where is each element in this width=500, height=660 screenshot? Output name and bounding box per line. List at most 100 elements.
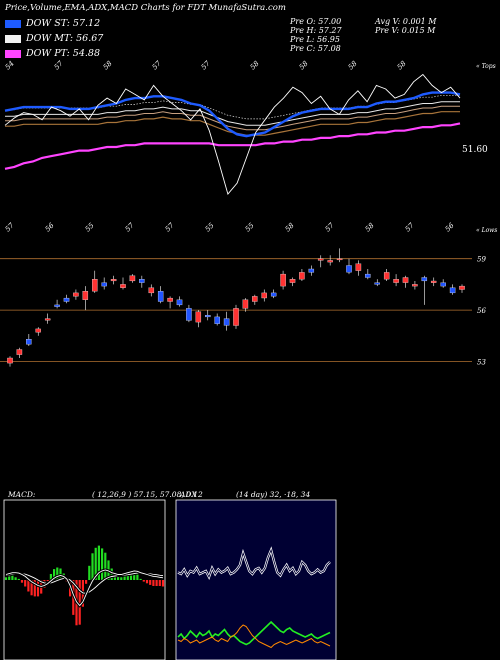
price-line	[4, 73, 461, 196]
stat-pre-low: Pre L: 56.95	[290, 35, 340, 44]
top-label: 58	[249, 59, 261, 71]
adx-params: (14 day) 32, ·18, 34	[236, 490, 311, 499]
adx-label: ADX	[180, 490, 197, 499]
candle-body	[336, 258, 343, 261]
bottom-label: 55	[204, 221, 216, 233]
candle-body	[214, 316, 220, 324]
candle-body	[148, 287, 155, 294]
legend-swatch-pt	[5, 49, 21, 58]
legend-swatch-st	[5, 19, 21, 28]
legend-label-mt: DOW MT: 56.67	[26, 33, 104, 44]
candle-body	[355, 263, 362, 271]
candle-body	[139, 279, 145, 283]
candle-body	[26, 339, 32, 345]
macd-label: MACD:	[8, 490, 36, 499]
di-minus-line	[177, 624, 331, 649]
candle-body	[101, 282, 107, 287]
bottom-label: 57	[404, 221, 416, 233]
candle-body	[299, 272, 305, 280]
price-tick-label: 56	[477, 307, 486, 315]
macd-params: ( 12,26,9 ) 57.15, 57.08, 0.12	[92, 490, 203, 499]
ema-dotted-line	[5, 94, 460, 120]
stat-pre-close: Pre C: 57.08	[290, 44, 341, 53]
candle-body	[393, 279, 399, 283]
candle-body	[402, 277, 409, 283]
macd-line	[5, 569, 164, 607]
candle-body	[459, 285, 465, 290]
bottom-label: 58	[284, 221, 296, 233]
candle-body	[82, 291, 89, 300]
bottom-label: 55	[84, 221, 96, 233]
candle-body	[110, 279, 117, 282]
candle-body	[289, 279, 296, 283]
top-label: 58	[102, 59, 114, 71]
candle-body	[261, 292, 267, 299]
candle-body	[120, 284, 126, 288]
chart-title: Price,Volume,EMA,ADX,MACD Charts for FDT…	[5, 3, 286, 13]
bottom-label: 57	[124, 221, 136, 233]
candle-body	[54, 304, 60, 307]
legend-label-pt: DOW PT: 54.88	[26, 48, 100, 59]
candle-body	[346, 265, 352, 273]
price-tick-label: 53	[477, 358, 486, 366]
legend-item-pt: DOW PT: 54.88	[5, 48, 100, 59]
candle-body	[252, 296, 258, 302]
candle-body	[449, 287, 456, 294]
legend-item-st: DOW ST: 57.12	[5, 18, 100, 29]
candle-body	[421, 277, 428, 282]
top-label: 57	[53, 59, 65, 71]
candle-body	[73, 292, 79, 297]
bottom-label: 57	[4, 221, 16, 233]
candle-body	[317, 258, 324, 261]
di-plus-line	[177, 620, 331, 646]
candle-body	[176, 299, 183, 306]
bottom-label: 58	[364, 221, 376, 233]
top-label: 58	[347, 59, 359, 71]
bottom-label: 55	[244, 221, 256, 233]
candle-body	[327, 260, 333, 263]
top-label: 58	[298, 59, 310, 71]
candle-body	[92, 279, 98, 292]
candle-body	[223, 318, 230, 326]
bottom-label: 56	[44, 221, 56, 233]
current-price-label: 51.60	[462, 145, 488, 155]
stat-pre-high: Pre H: 57.27	[290, 26, 342, 35]
candle-body	[308, 268, 315, 273]
candle-body	[365, 273, 371, 278]
candle-body	[157, 291, 164, 302]
legend-swatch-mt	[5, 34, 21, 43]
candle-body	[186, 308, 192, 321]
candle-body	[430, 280, 437, 283]
candle-body	[242, 299, 249, 309]
candle-body	[63, 297, 70, 302]
axis-top-label: « Tops	[476, 63, 496, 70]
top-label: 57	[151, 59, 163, 71]
macd-signal-line	[5, 572, 164, 594]
top-label: 58	[396, 59, 408, 71]
bottom-label: 57	[164, 221, 176, 233]
adx-line-inner	[177, 548, 331, 579]
ema-short-line	[4, 91, 461, 138]
candle-body	[195, 311, 202, 323]
candle-body	[270, 292, 277, 297]
candle-body	[412, 284, 418, 287]
top-label: 54	[4, 59, 16, 71]
ema-mid-line	[5, 101, 460, 126]
candle-body	[129, 275, 136, 282]
top-label: 57	[200, 59, 212, 71]
bottom-label: 56	[444, 221, 456, 233]
candle-body	[205, 315, 211, 318]
legend-item-mt: DOW MT: 56.67	[5, 33, 103, 44]
candle-body	[16, 349, 23, 355]
candle-body	[35, 328, 41, 333]
bottom-label: 57	[324, 221, 336, 233]
stat-pre-volume: Pre V: 0.015 M	[375, 26, 436, 35]
price-tick-label: 59	[477, 256, 486, 264]
stat-avg-volume: Avg V: 0.001 M	[375, 17, 437, 26]
candle-body	[440, 282, 446, 287]
stat-pre-open: Pre O: 57.00	[290, 17, 342, 26]
axis-bottom-label: « Lows	[476, 227, 497, 234]
candle-body	[167, 297, 173, 302]
candle-body	[233, 308, 239, 326]
